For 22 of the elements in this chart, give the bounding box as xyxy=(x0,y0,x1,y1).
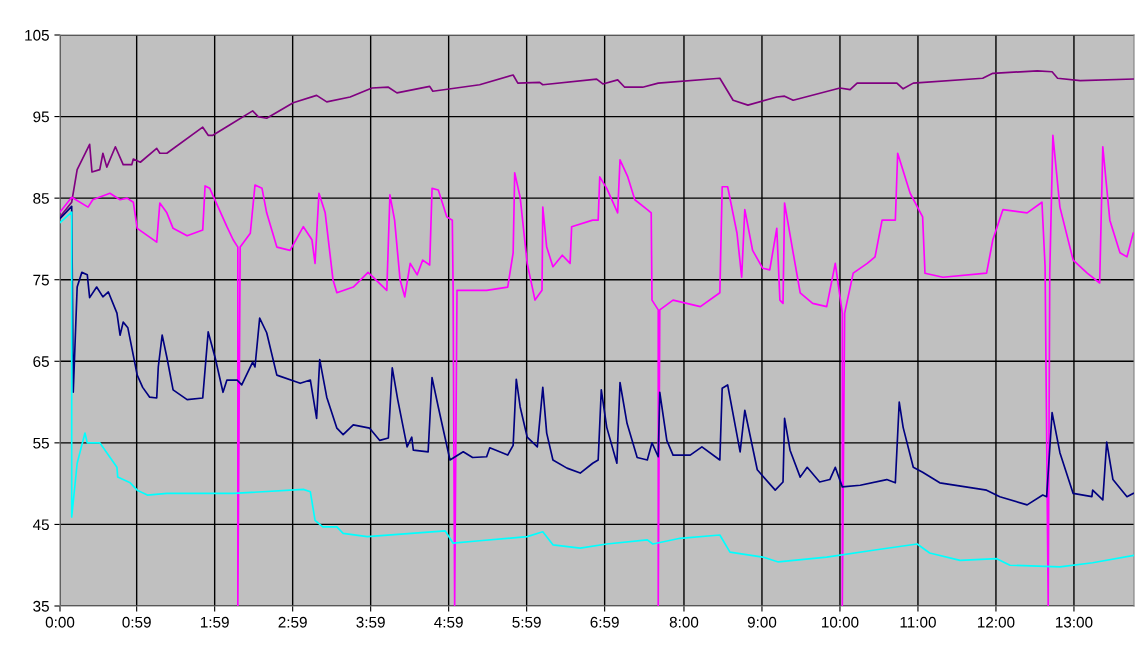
y-tick-label: 55 xyxy=(33,437,49,449)
x-tick-label: 6:59 xyxy=(590,616,619,628)
y-tick-label: 95 xyxy=(33,111,49,123)
x-tick-label: 0:59 xyxy=(122,616,151,628)
x-tick-label: 0:00 xyxy=(45,616,75,628)
y-tick-label: 35 xyxy=(33,600,49,612)
x-tick-label: 4:59 xyxy=(434,616,463,628)
y-tick-label: 75 xyxy=(33,274,49,286)
x-tick-label: 3:59 xyxy=(356,616,385,628)
x-tick-label: 11:00 xyxy=(900,616,936,628)
x-tick-label: 8:00 xyxy=(669,616,699,628)
x-tick-label: 5:59 xyxy=(512,616,541,628)
x-tick-label: 12:00 xyxy=(978,616,1015,628)
x-tick-label: 13:00 xyxy=(1055,616,1093,628)
y-tick-label: 105 xyxy=(25,29,49,41)
x-tick-label: 10:00 xyxy=(822,616,859,628)
y-tick-label: 45 xyxy=(32,519,49,531)
y-tick-label: 85 xyxy=(33,193,49,204)
x-tick-label: 9:00 xyxy=(747,616,777,628)
x-tick-label: 1:59 xyxy=(200,616,229,628)
x-tick-label: 2:59 xyxy=(278,616,307,628)
y-tick-label: 65 xyxy=(33,356,49,367)
